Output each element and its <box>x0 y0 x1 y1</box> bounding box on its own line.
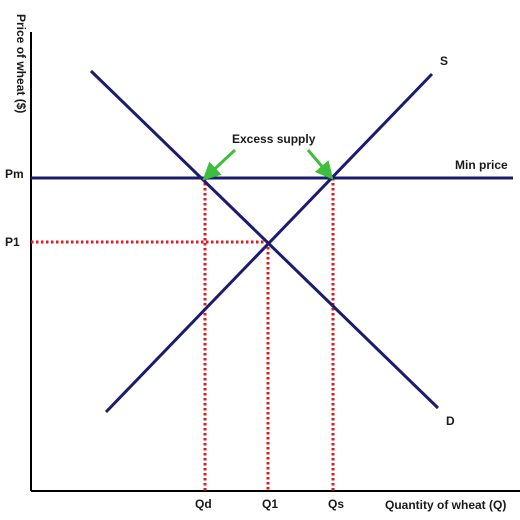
pm-label: Pm <box>5 167 24 181</box>
qs-label: Qs <box>328 497 344 511</box>
p1-label: P1 <box>5 235 20 249</box>
supply-curve <box>104 72 434 414</box>
min-price-label: Min price <box>455 158 508 172</box>
x-axis-title: Quantity of wheat (Q) <box>385 498 506 512</box>
excess-supply-arrow-left <box>202 148 237 181</box>
q1-label: Q1 <box>262 497 278 511</box>
demand-label: D <box>446 414 455 428</box>
demand-curve <box>89 69 440 410</box>
excess-supply-label: Excess supply <box>232 132 316 146</box>
y-axis-title: Price of wheat ($) <box>14 14 28 113</box>
qd-label: Qd <box>195 497 212 511</box>
excess-supply-arrow-right <box>306 149 334 180</box>
supply-label: S <box>440 54 448 68</box>
